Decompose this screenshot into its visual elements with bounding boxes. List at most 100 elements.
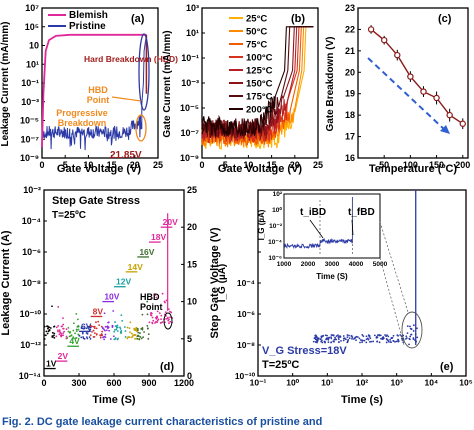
leakage-point	[125, 336, 127, 338]
stress-point	[409, 336, 411, 338]
leakage-point	[133, 328, 135, 330]
stress-point	[330, 341, 332, 343]
y2-tick-label: 10	[187, 297, 197, 307]
leakage-point	[47, 325, 49, 327]
y-tick-label: 10⁻⁹	[20, 153, 39, 163]
leakage-point	[142, 314, 144, 316]
leakage-point	[62, 328, 64, 330]
panel-d-xlabel: Time (S)	[92, 394, 136, 406]
voltage-step-label: 20V	[163, 217, 178, 227]
legend-label: 125°C	[246, 66, 273, 77]
leakage-point	[89, 336, 91, 338]
leakage-point	[90, 334, 92, 336]
stress-point	[372, 341, 374, 343]
y-tick-label: 10⁻¹⁰	[20, 309, 42, 319]
leakage-point	[91, 331, 93, 333]
stress-point	[338, 338, 340, 340]
leakage-point	[86, 336, 88, 338]
leakage-point	[104, 312, 106, 314]
leakage-point	[160, 318, 162, 320]
stress-point	[365, 342, 367, 344]
breakdown-voltage-label: 21.85V	[110, 150, 142, 161]
leakage-point	[95, 321, 97, 323]
panel-e-letter: (e)	[440, 361, 454, 373]
stress-point	[396, 334, 398, 336]
leakage-point	[158, 319, 160, 321]
stress-point	[409, 338, 411, 340]
breakdown-point	[368, 27, 373, 32]
y-tick-label: 21	[345, 46, 355, 56]
stress-point	[356, 336, 358, 338]
leakage-point	[116, 327, 118, 329]
leakage-point	[167, 318, 169, 320]
leakage-point	[169, 316, 171, 318]
inset-y-tick-label: 10⁻⁴	[268, 239, 282, 246]
leakage-point	[162, 293, 164, 295]
stress-point	[405, 335, 407, 337]
leakage-point	[137, 338, 139, 340]
x-tick-label: 0	[41, 378, 46, 388]
leakage-point	[74, 332, 76, 334]
leakage-point	[141, 338, 143, 340]
stress-point	[328, 337, 330, 339]
y-tick-label: 19	[345, 89, 355, 99]
leakage-point	[132, 334, 134, 336]
panel-e: 10⁻¹ 10⁰ 10¹ 10² 10³ 10⁴ 10⁵10⁻⁴10⁻⁶10⁻⁸10⁻¹⁰ …	[217, 190, 473, 406]
stress-point	[409, 326, 411, 328]
panel-c: 50 100 150 200 23 22 21 20 19 18 17 16 Temperature …	[325, 3, 470, 175]
leakage-point	[97, 321, 99, 323]
leakage-point	[101, 331, 103, 333]
x-tick-label: 10⁴	[424, 378, 438, 388]
stress-point	[349, 337, 351, 339]
panel-e-xlabel: Time (s)	[341, 394, 383, 406]
stress-point	[346, 341, 348, 343]
leakage-point	[149, 321, 151, 323]
leakage-point	[137, 335, 139, 337]
stress-point	[366, 338, 368, 340]
leakage-point	[129, 321, 131, 323]
stress-point	[361, 341, 363, 343]
leakage-point	[117, 324, 119, 326]
y-tick-label: 10⁷	[25, 3, 39, 13]
inset-x-tick-label: 3000	[325, 261, 340, 268]
leakage-point	[45, 330, 47, 332]
leakage-point	[72, 330, 74, 332]
stress-point	[333, 334, 335, 336]
y-tick-label: 10⁻¹	[21, 78, 39, 88]
stress-point	[340, 340, 342, 342]
y-tick-label: 10⁻¹⁰	[235, 371, 256, 381]
voltage-step-label: 18V	[151, 232, 166, 242]
leakage-point	[114, 321, 116, 323]
hbd-point-label-2: Point	[87, 95, 110, 105]
leakage-point	[137, 329, 139, 331]
leakage-point	[151, 322, 153, 324]
stress-point	[390, 337, 392, 339]
leakage-point	[117, 330, 119, 332]
stress-point	[377, 334, 379, 336]
leakage-point	[60, 333, 62, 335]
leakage-point	[150, 314, 152, 316]
voltage-step-label: 2V	[58, 351, 69, 361]
leakage-point	[146, 325, 148, 327]
stress-point	[407, 325, 409, 327]
x-tick-label: 0	[39, 160, 44, 170]
x-tick-label: 10³	[391, 378, 403, 388]
voltage-step-label: 1V	[46, 359, 57, 369]
inset-x-tick-label: 5000	[373, 261, 388, 268]
stress-point	[351, 338, 353, 340]
y-tick-label: 17	[345, 132, 355, 142]
stress-point	[379, 341, 381, 343]
voltage-step-label: 12V	[116, 277, 131, 287]
x-tick-label: 10⁵	[459, 378, 472, 388]
leakage-point	[91, 325, 93, 327]
leakage-point	[129, 327, 131, 329]
y-tick-label: 10⁻⁸	[22, 278, 41, 288]
stress-point	[354, 337, 356, 339]
y-tick-label: 10⁻⁷	[21, 134, 40, 144]
panel-b: 0 5 10 15 20 2510³10¹10⁻¹10⁻³10⁻⁵10⁻⁷10⁻⁹ Gat…	[162, 3, 323, 175]
leakage-point	[115, 329, 117, 331]
stress-point	[351, 336, 353, 338]
stress-point	[316, 342, 318, 344]
panel-e-temp-label: T=25ºC	[262, 359, 299, 371]
